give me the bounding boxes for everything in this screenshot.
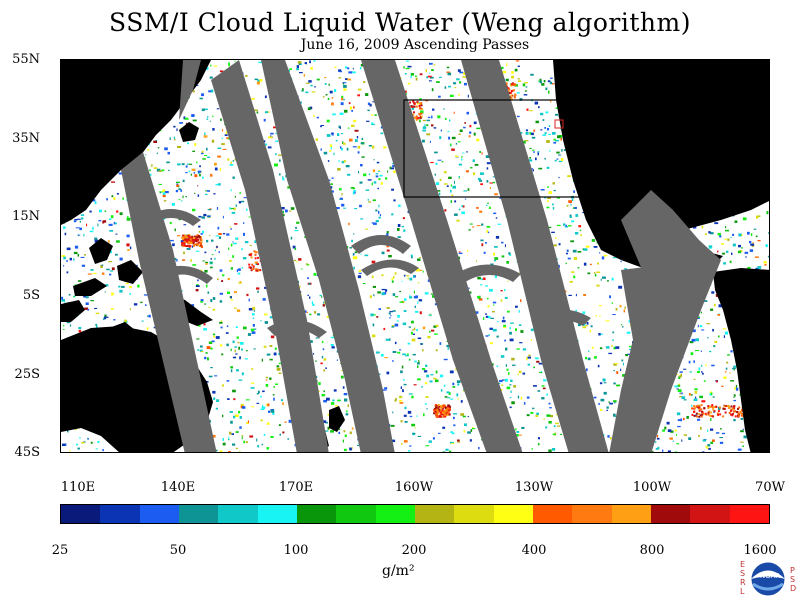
map-subtitle: June 16, 2009 Ascending Passes: [300, 37, 530, 53]
colorbar-label: 1600: [743, 543, 777, 558]
colorbar-swatch: [729, 505, 769, 523]
region-box: [403, 99, 583, 198]
colorbar-label: 200: [401, 543, 427, 558]
colorbar-swatch: [336, 505, 376, 523]
colorbar-swatch: [178, 505, 219, 523]
colorbar-label: 100: [283, 543, 309, 558]
colorbar-swatch: [454, 505, 494, 523]
lon-label: 70W: [755, 480, 785, 495]
lat-label: 5S: [22, 288, 40, 303]
lon-label: 110E: [60, 480, 96, 495]
cloud-water-map: [60, 59, 770, 453]
colorbar-swatch: [218, 505, 258, 523]
lon-label: 140E: [160, 480, 196, 495]
colorbar-label: 800: [639, 543, 665, 558]
colorbar-swatch: [61, 505, 101, 523]
lon-label: 100W: [632, 480, 672, 495]
colorbar-swatch: [532, 505, 573, 523]
point-marker: [554, 119, 564, 129]
colorbar-swatch: [139, 505, 179, 523]
colorbar-swatch: [257, 505, 297, 523]
colorbar-swatch: [296, 505, 337, 523]
map-title: SSM/I Cloud Liquid Water (Weng algorithm…: [109, 8, 691, 37]
colorbar-swatch: [414, 505, 455, 523]
colorbar-swatch: [650, 505, 691, 523]
lon-label: 170E: [278, 480, 314, 495]
colorbar-label: 50: [169, 543, 187, 558]
lat-label: 15N: [12, 209, 40, 224]
colorbar-label: 25: [51, 543, 69, 558]
lat-label: 35N: [12, 131, 40, 146]
colorbar-label: 400: [521, 543, 547, 558]
missing-data-swaths: [121, 60, 721, 452]
colorbar-swatch: [690, 505, 730, 523]
colorbar-swatch: [493, 505, 533, 523]
colorbar: [60, 504, 770, 524]
lat-label: 55N: [12, 52, 40, 67]
units-label: g/m²: [382, 563, 415, 579]
colorbar-swatch: [572, 505, 612, 523]
colorbar-swatch: [100, 505, 140, 523]
lon-label: 130W: [514, 480, 554, 495]
lat-label: 25S: [14, 367, 40, 382]
colorbar-swatch: [611, 505, 651, 523]
logo-center-text: NOAA: [760, 572, 781, 580]
lat-label: 45S: [14, 445, 40, 460]
colorbar-swatch: [375, 505, 415, 523]
lon-label: 160W: [394, 480, 434, 495]
